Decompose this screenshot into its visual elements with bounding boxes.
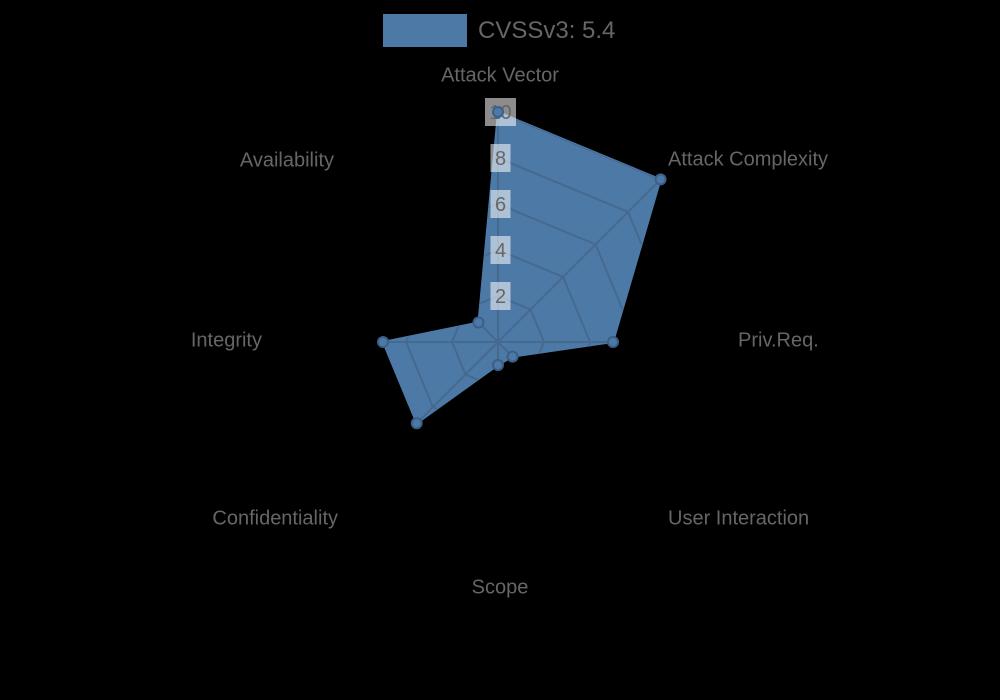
grid-spoke xyxy=(497,341,661,424)
tick-backdrop xyxy=(490,190,511,218)
axis-label-availability: Availability xyxy=(239,149,334,172)
radar-data-polygon xyxy=(382,111,662,425)
point-marker[interactable] xyxy=(492,106,504,118)
axis-label-confidentiality: Confidentiality xyxy=(212,507,338,530)
point-marker[interactable] xyxy=(506,350,519,363)
tick-label: 2 xyxy=(495,286,506,308)
point-marker[interactable] xyxy=(472,316,485,329)
axis-label-user-interaction: User Interaction xyxy=(668,507,810,530)
legend[interactable]: CVSSv3: 5.4 xyxy=(383,14,615,47)
axis-label-attack-complexity: Attack Complexity xyxy=(668,148,829,171)
axis-label-scope: Scope xyxy=(471,576,529,599)
legend-swatch xyxy=(383,14,467,47)
tick-backdrop xyxy=(490,144,511,172)
grid-spoke xyxy=(383,178,499,343)
tick-label: 8 xyxy=(495,148,506,170)
legend-label: CVSSv3: 5.4 xyxy=(478,17,616,44)
tick-backdrop xyxy=(490,282,511,310)
axis-label-attack-vector: Attack Vector xyxy=(441,64,559,87)
point-marker[interactable] xyxy=(410,417,423,430)
tick-label: 4 xyxy=(495,240,506,262)
axis-label-integrity: Integrity xyxy=(190,329,262,352)
point-marker[interactable] xyxy=(654,173,667,186)
tick-label: 6 xyxy=(495,194,506,216)
point-marker[interactable] xyxy=(377,336,389,348)
grid-spoke xyxy=(383,341,499,424)
axis-label-priv-req: Priv.Req. xyxy=(738,329,819,352)
point-marker[interactable] xyxy=(492,359,504,371)
point-marker[interactable] xyxy=(607,336,619,348)
grid-spoke xyxy=(497,178,661,343)
tick-backdrop xyxy=(490,236,511,264)
